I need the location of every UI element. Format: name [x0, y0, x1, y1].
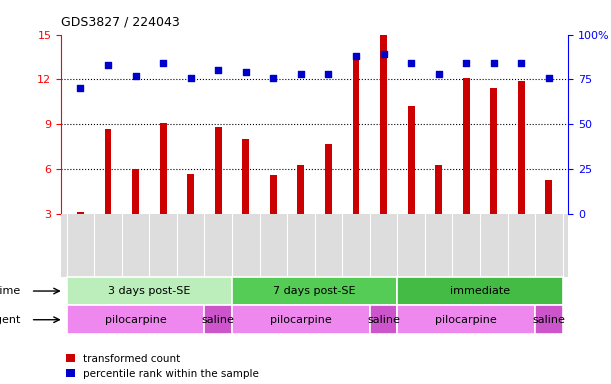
Bar	[397, 305, 535, 334]
Point	[351, 53, 361, 59]
Bar	[159, 123, 167, 214]
Point	[489, 60, 499, 66]
Point	[241, 69, 251, 75]
Bar	[325, 144, 332, 214]
Point	[131, 73, 141, 79]
Bar	[187, 174, 194, 214]
Text: GDS3827 / 224043: GDS3827 / 224043	[61, 15, 180, 28]
Legend: transformed count, percentile rank within the sample: transformed count, percentile rank withi…	[67, 354, 259, 379]
Text: saline: saline	[202, 315, 235, 325]
Bar	[408, 106, 415, 214]
Bar	[232, 305, 370, 334]
Text: pilocarpine: pilocarpine	[436, 315, 497, 325]
Point	[544, 74, 554, 81]
Point	[379, 51, 389, 57]
Point	[186, 74, 196, 81]
Point	[268, 74, 278, 81]
Text: time: time	[0, 286, 21, 296]
Bar	[243, 139, 249, 214]
Bar	[370, 305, 397, 334]
Bar	[104, 129, 111, 214]
Point	[461, 60, 471, 66]
Bar	[205, 305, 232, 334]
Point	[158, 60, 168, 66]
Bar	[380, 35, 387, 214]
Point	[516, 60, 526, 66]
Point	[103, 62, 113, 68]
Bar	[132, 169, 139, 214]
Bar	[491, 88, 497, 214]
Text: immediate: immediate	[450, 286, 510, 296]
Point	[213, 67, 223, 73]
Point	[296, 71, 306, 77]
Text: 3 days post-SE: 3 days post-SE	[108, 286, 191, 296]
Text: pilocarpine: pilocarpine	[104, 315, 166, 325]
Point	[76, 85, 86, 91]
Point	[406, 60, 416, 66]
Bar	[435, 165, 442, 214]
Bar	[298, 165, 304, 214]
Text: saline: saline	[533, 315, 565, 325]
Text: pilocarpine: pilocarpine	[270, 315, 332, 325]
Bar	[535, 305, 563, 334]
Bar	[232, 277, 397, 305]
Bar	[67, 277, 232, 305]
Bar	[397, 277, 563, 305]
Bar	[214, 127, 222, 214]
Bar	[270, 175, 277, 214]
Point	[434, 71, 444, 77]
Text: 7 days post-SE: 7 days post-SE	[273, 286, 356, 296]
Bar	[67, 305, 205, 334]
Bar	[518, 81, 525, 214]
Bar	[353, 60, 359, 214]
Bar	[546, 180, 552, 214]
Text: agent: agent	[0, 315, 21, 325]
Bar	[463, 78, 470, 214]
Point	[324, 71, 334, 77]
Bar	[77, 212, 84, 214]
Text: saline: saline	[367, 315, 400, 325]
